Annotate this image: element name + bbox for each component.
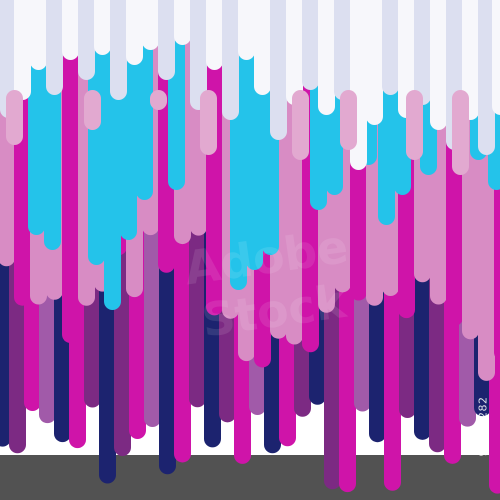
white-drip-stripe	[0, 0, 17, 118]
white-drip-stripe	[462, 0, 479, 120]
white-drip-stripe	[126, 0, 143, 65]
light-pink-drip-stripe	[340, 90, 357, 150]
image-id-watermark: 93054282	[476, 396, 490, 457]
white-drip-stripe	[238, 0, 255, 60]
light-pink-drip-stripe	[84, 90, 101, 130]
white-drip-stripe	[206, 0, 223, 70]
gray-floor-band	[0, 455, 500, 500]
light-pink-drip-stripe	[200, 90, 217, 155]
white-drip-stripe	[158, 0, 175, 80]
white-drip-stripe	[62, 0, 79, 60]
white-drip-stripe	[286, 0, 303, 105]
white-drip-stripe	[254, 0, 271, 95]
white-drip-stripe	[46, 0, 63, 95]
white-drip-stripe	[430, 0, 447, 130]
light-pink-drip-stripe	[292, 90, 309, 160]
white-drip-stripe	[492, 0, 500, 115]
white-drip-stripe	[142, 0, 159, 50]
white-drip-stripe	[382, 0, 399, 95]
white-drip-stripe	[14, 0, 31, 100]
white-drip-stripe	[222, 0, 239, 120]
white-drip-stripe	[366, 0, 383, 125]
white-drip-stripe	[110, 0, 127, 100]
light-pink-drip-stripe	[452, 90, 469, 175]
pink-drip-stripe	[62, 0, 79, 344]
white-drip-stripe	[398, 0, 415, 118]
light-pink-drip-stripe	[406, 90, 423, 160]
white-drip-stripe	[190, 0, 207, 110]
white-drip-stripe	[414, 0, 431, 105]
front-stripe-layer	[0, 0, 500, 175]
pink-drip-stripe	[206, 0, 223, 316]
white-drip-stripe	[78, 0, 95, 80]
white-drip-stripe	[174, 0, 191, 45]
light-pink-drip-stripe	[150, 90, 167, 110]
white-drip-stripe	[270, 0, 287, 140]
white-drip-stripe	[334, 0, 351, 100]
white-drip-stripe	[302, 0, 319, 90]
light-pink-drip-stripe	[6, 90, 23, 145]
white-drip-stripe	[30, 0, 47, 70]
white-drip-stripe	[318, 0, 335, 115]
white-drip-stripe	[94, 0, 111, 55]
white-drip-stripe	[478, 0, 495, 155]
middle-stripe-layer	[0, 0, 500, 381]
